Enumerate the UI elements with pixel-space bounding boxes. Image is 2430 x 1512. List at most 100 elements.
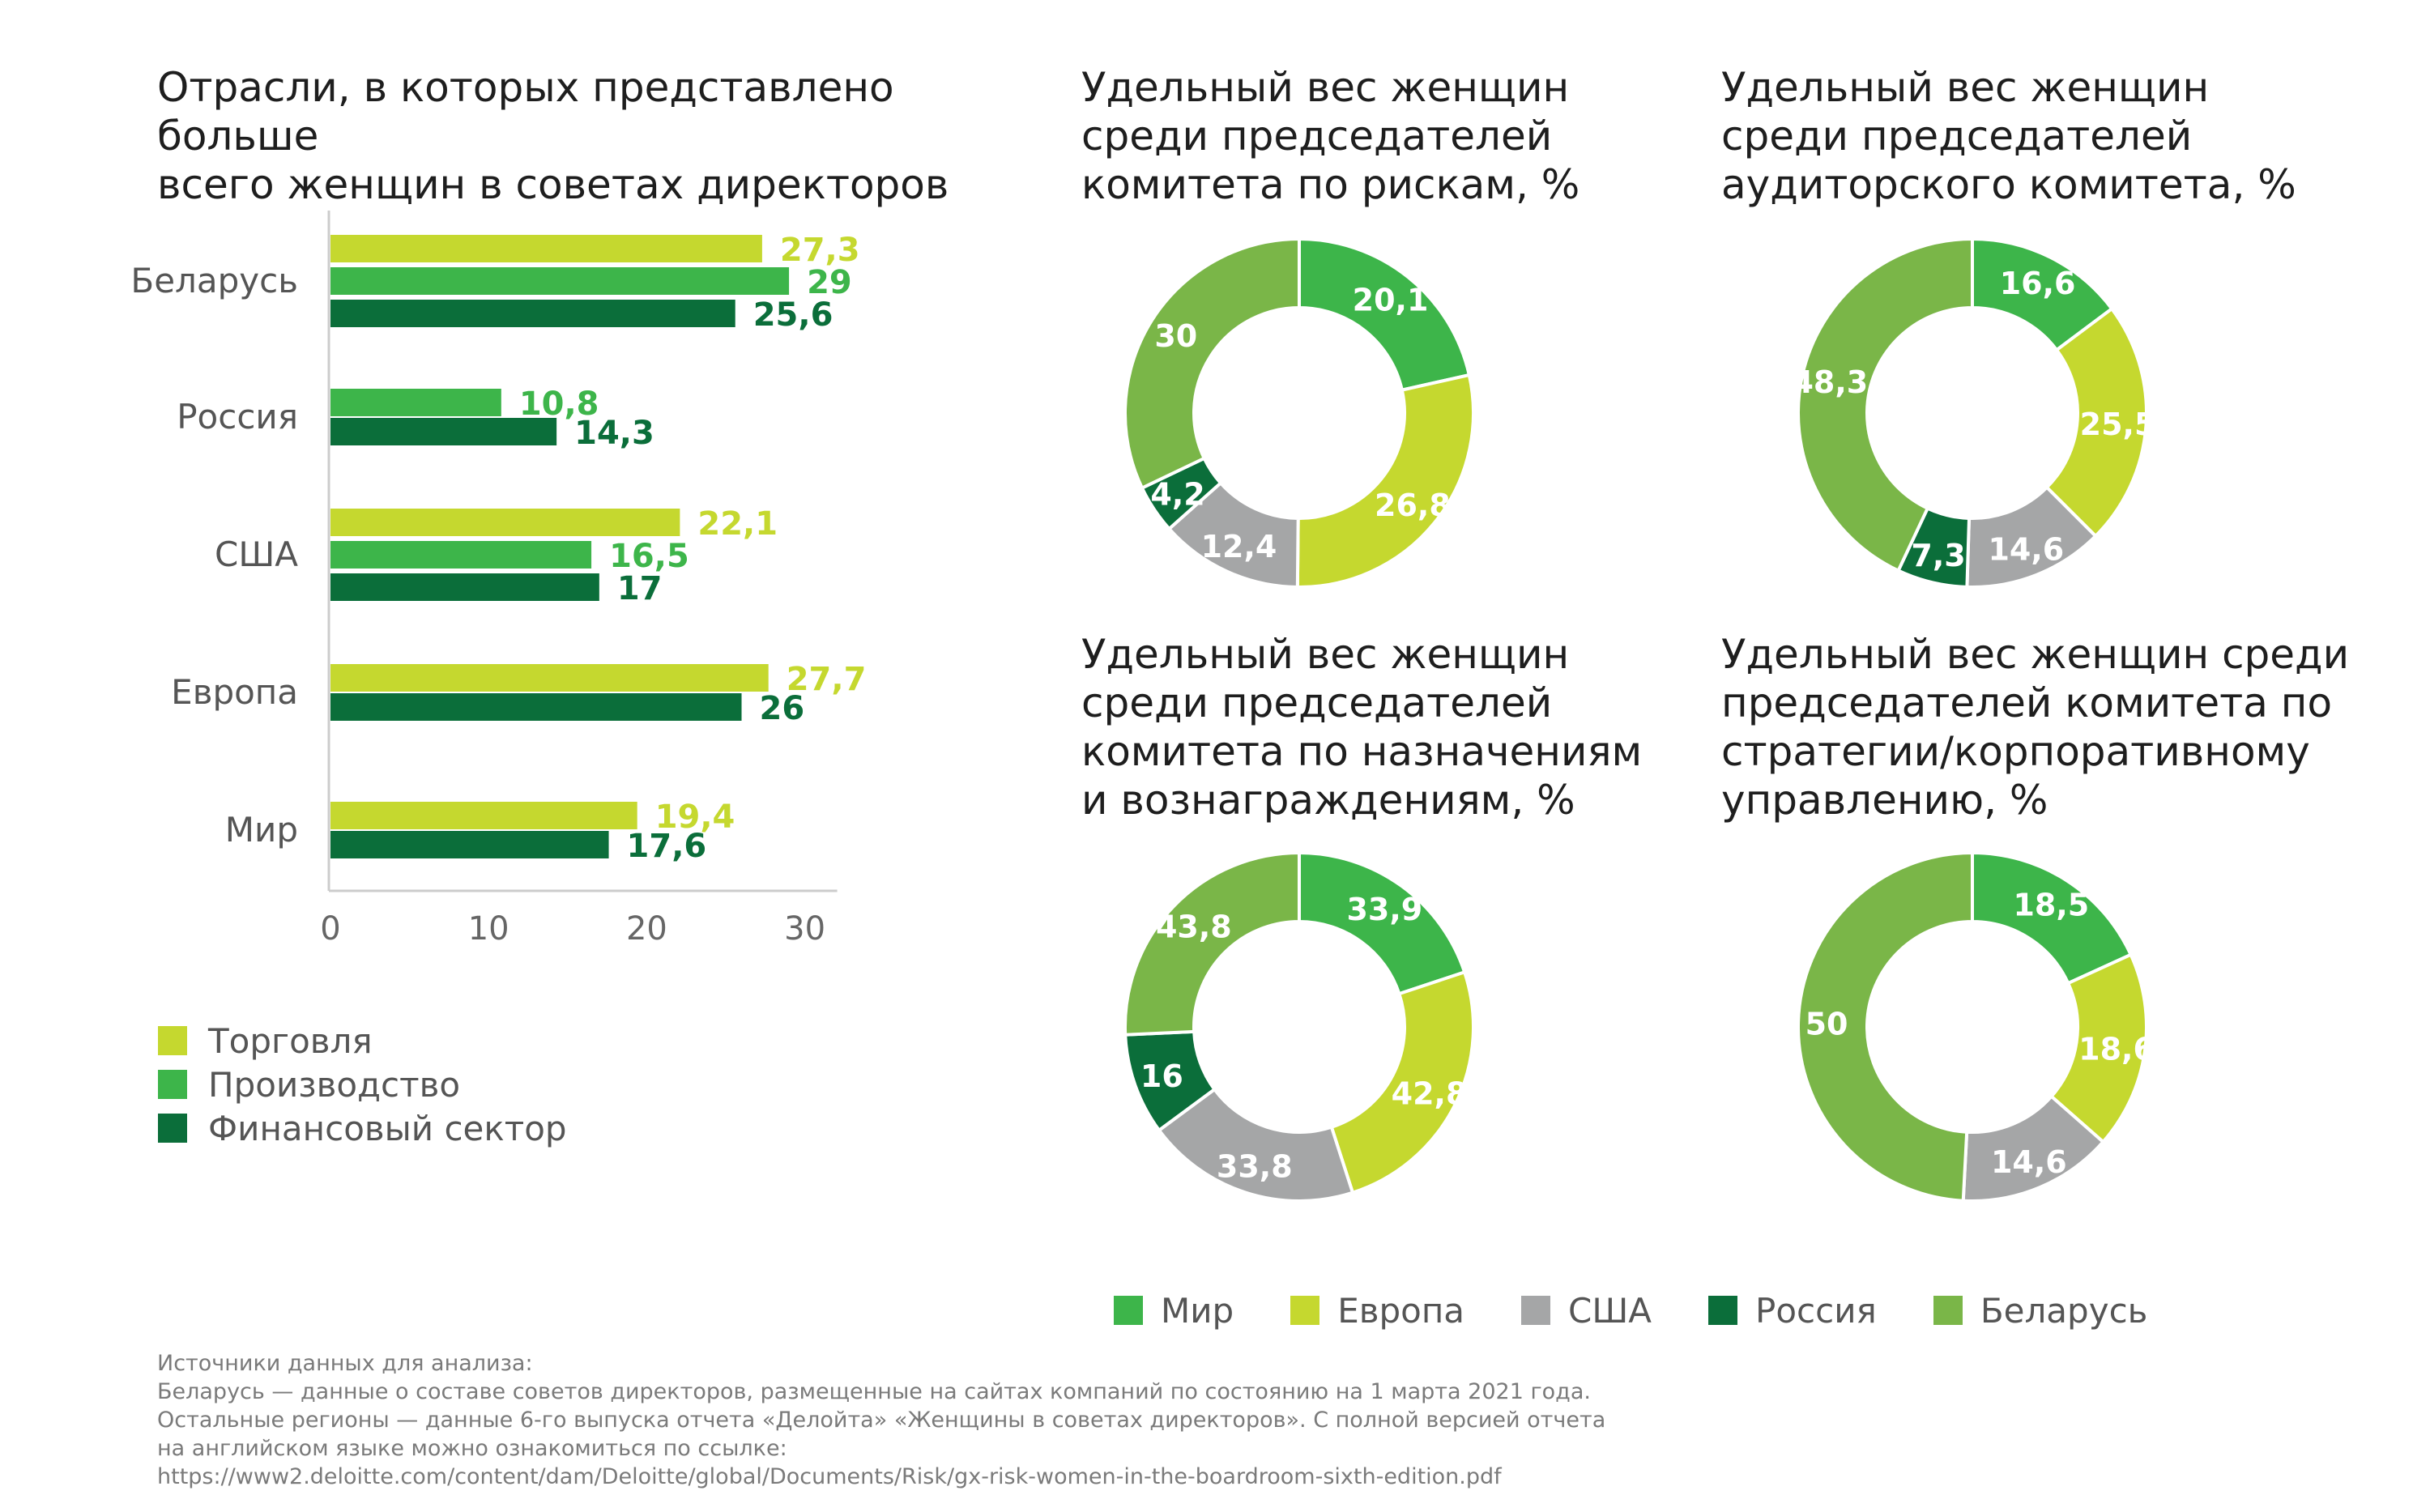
bar-value-label: 17,6 bbox=[627, 828, 707, 865]
audit-chart-title: Удельный вес женщин среди председателей … bbox=[1721, 64, 2296, 208]
legend-item-usa: США bbox=[1521, 1291, 1652, 1331]
donut-value-label-europe: 25,5 bbox=[2080, 407, 2156, 442]
risk-chart-title: Удельный вес женщин среди председателей … bbox=[1081, 64, 1580, 208]
x-tick-label: 20 bbox=[626, 910, 667, 948]
bar-belarus-finance bbox=[330, 300, 735, 327]
sources-heading: Источники данных для анализа: bbox=[157, 1351, 533, 1376]
legend-label-belarus: Беларусь bbox=[1980, 1290, 2148, 1331]
category-label-world: Мир bbox=[225, 810, 298, 850]
legend-swatch-finance bbox=[158, 1114, 187, 1143]
sources-note: Источники данных для анализа: Беларусь —… bbox=[157, 1349, 1615, 1491]
legend-label-europe: Европа bbox=[1337, 1290, 1465, 1331]
donut-value-label-usa: 12,4 bbox=[1201, 529, 1277, 564]
donut-segment-world bbox=[1298, 850, 1467, 996]
donut-value-label-europe: 26,8 bbox=[1375, 488, 1451, 523]
bar-chart-title: Отрасли, в которых представлено больше в… bbox=[157, 64, 949, 208]
category-label-europe: Европа bbox=[171, 672, 298, 712]
nominations-donut-chart: 33,9 42,8 33,8 16 43,8 bbox=[1123, 850, 1475, 1203]
bar-russia-production bbox=[330, 389, 501, 416]
donut-segment-belarus bbox=[1123, 236, 1301, 491]
legend-label-finance: Финансовый сектор bbox=[208, 1108, 567, 1148]
donut-value-label-belarus: 30 bbox=[1154, 318, 1197, 354]
donut-value-label-world: 16,6 bbox=[2000, 266, 2076, 301]
bar-belarus-production bbox=[330, 267, 790, 295]
donut-segment-europe bbox=[2048, 952, 2148, 1144]
donut-segment-belarus bbox=[1796, 850, 1974, 1203]
bar-value-label: 26 bbox=[760, 690, 805, 727]
legend-swatch-belarus bbox=[1933, 1296, 1963, 1325]
category-label-belarus: Беларусь bbox=[130, 261, 298, 300]
legend-swatch-world bbox=[1114, 1296, 1143, 1325]
donut-segment-europe bbox=[2044, 306, 2148, 539]
legend-label-world: Мир bbox=[1161, 1290, 1234, 1331]
bar-value-label: 22,1 bbox=[697, 505, 778, 543]
donut-value-label-usa: 14,6 bbox=[1991, 1144, 2067, 1180]
donut-segment-world bbox=[1971, 850, 2134, 986]
sources-link[interactable]: https://www2.deloitte.com/content/dam/De… bbox=[157, 1464, 1502, 1489]
legend-item-world: Мир bbox=[1114, 1291, 1234, 1331]
legend-item-belarus: Беларусь bbox=[1933, 1290, 2148, 1331]
legend-swatch-russia bbox=[1708, 1296, 1738, 1325]
bar-value-label: 19,4 bbox=[655, 799, 735, 836]
donut-segment-world bbox=[1298, 236, 1472, 393]
bar-value-label: 16,5 bbox=[609, 538, 689, 575]
legend-swatch-trade bbox=[158, 1026, 187, 1055]
strategy-chart-title: Удельный вес женщин среди председателей … bbox=[1721, 631, 2350, 824]
legend-item-europe: Европа bbox=[1290, 1291, 1464, 1331]
sources-line-belarus: Беларусь — данные о составе советов дире… bbox=[157, 1379, 1591, 1404]
risk-donut-chart: 20,1 26,8 12,4 4,2 30 bbox=[1123, 236, 1475, 590]
donut-segment-europe bbox=[1329, 969, 1475, 1195]
donut-value-label-world: 20,1 bbox=[1353, 283, 1429, 318]
bar-usa-trade bbox=[330, 509, 680, 536]
legend-item-trade: Торговля bbox=[158, 1019, 567, 1063]
donut-value-label-belarus: 43,8 bbox=[1156, 909, 1232, 945]
bar-russia-finance bbox=[330, 418, 557, 445]
x-tick-label: 0 bbox=[320, 910, 340, 948]
donut-value-label-world: 18,5 bbox=[2013, 888, 2089, 923]
bar-world-finance bbox=[330, 831, 609, 858]
donut-value-label-europe: 42,8 bbox=[1392, 1075, 1468, 1111]
donut-value-label-usa: 14,6 bbox=[1988, 531, 2064, 567]
legend-swatch-usa bbox=[1521, 1296, 1551, 1325]
bar-value-label: 27,3 bbox=[780, 232, 860, 269]
bar-europe-trade bbox=[330, 664, 769, 692]
category-label-russia: Россия bbox=[177, 397, 298, 437]
x-tick-label: 10 bbox=[468, 910, 509, 948]
bar-value-label: 14,3 bbox=[574, 415, 654, 452]
bar-value-label: 27,7 bbox=[787, 661, 867, 698]
donut-segment-belarus bbox=[1797, 236, 1974, 573]
category-label-usa: США bbox=[215, 535, 298, 574]
donut-segment-europe bbox=[1295, 373, 1475, 589]
bar-legend: Торговля Производство Финансовый сектор bbox=[158, 1019, 567, 1150]
legend-swatch-production bbox=[158, 1070, 187, 1099]
nominations-chart-title: Удельный вес женщин среди председателей … bbox=[1081, 631, 1643, 824]
donut-value-label-belarus: 50 bbox=[1805, 1006, 1848, 1041]
legend-label-russia: Россия bbox=[1755, 1290, 1877, 1331]
donut-value-label-europe: 18,6 bbox=[2078, 1031, 2155, 1067]
donut-value-label-belarus: 48,3 bbox=[1792, 364, 1868, 400]
sources-line-regions: Остальные регионы — данные 6-го выпуска … bbox=[157, 1408, 1606, 1433]
donut-value-label-usa: 33,8 bbox=[1217, 1148, 1293, 1184]
donut-value-label-world: 33,9 bbox=[1346, 892, 1422, 927]
bar-usa-finance bbox=[330, 573, 599, 601]
legend-label-usa: США bbox=[1568, 1290, 1652, 1331]
donut-legend: Мир Европа США Россия Беларусь bbox=[1114, 1286, 2204, 1335]
legend-item-russia: Россия bbox=[1708, 1291, 1877, 1331]
bar-belarus-trade bbox=[330, 235, 762, 262]
bar-value-label: 29 bbox=[807, 264, 852, 301]
bar-europe-finance bbox=[330, 693, 742, 721]
legend-item-production: Производство bbox=[158, 1063, 567, 1106]
bar-value-label: 25,6 bbox=[753, 296, 833, 334]
bar-usa-production bbox=[330, 541, 592, 569]
legend-swatch-europe bbox=[1290, 1296, 1320, 1325]
donut-value-label-russia: 4,2 bbox=[1150, 477, 1204, 513]
legend-label-production: Производство bbox=[208, 1064, 461, 1105]
donut-segment-belarus bbox=[1123, 850, 1301, 1037]
donut-value-label-russia: 7,3 bbox=[1911, 538, 1965, 573]
audit-donut-chart: 16,6 25,5 14,6 7,3 48,3 bbox=[1792, 236, 2156, 589]
donut-value-label-russia: 16 bbox=[1140, 1058, 1183, 1094]
legend-label-trade: Торговля bbox=[208, 1020, 373, 1061]
legend-item-finance: Финансовый сектор bbox=[158, 1106, 567, 1150]
x-tick-label: 30 bbox=[784, 910, 825, 948]
